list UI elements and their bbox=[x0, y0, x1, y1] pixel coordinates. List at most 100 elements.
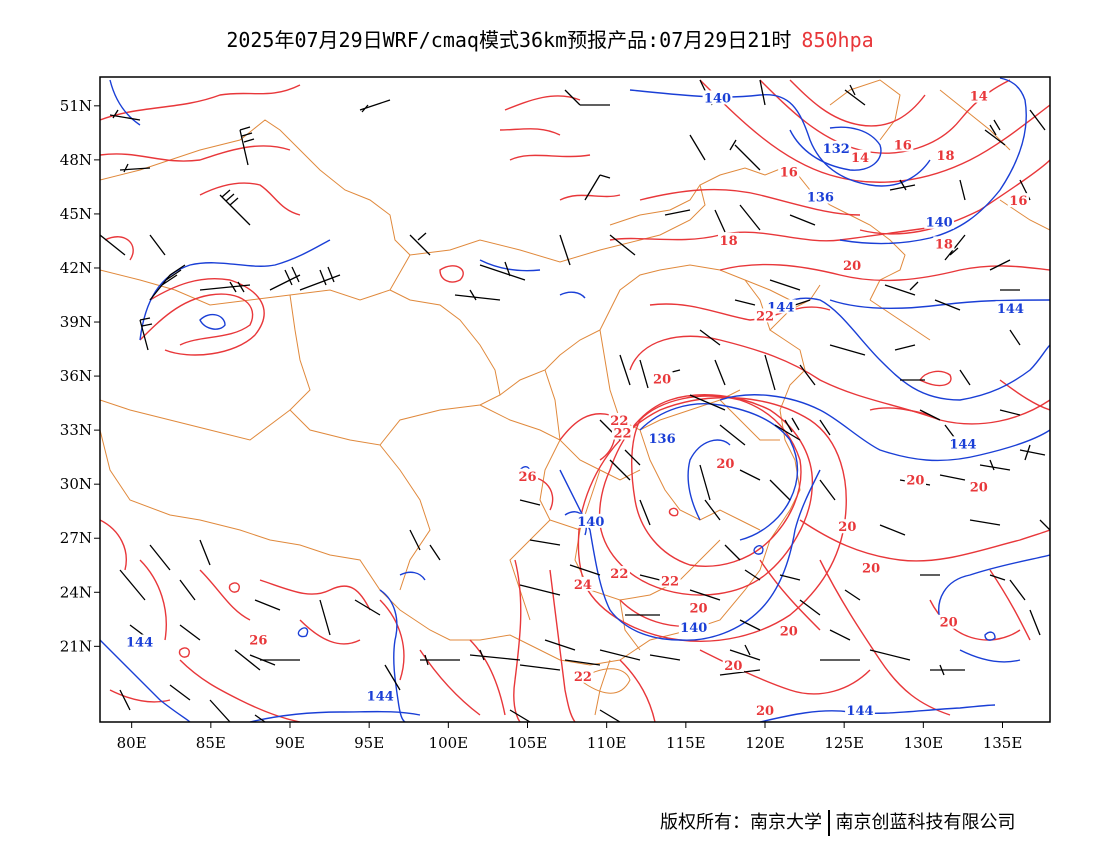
temperature-label-bg bbox=[904, 472, 927, 487]
temperature-label-bg bbox=[1007, 193, 1029, 208]
temperature-label-bg bbox=[968, 88, 990, 103]
geopotential-label-bg bbox=[575, 513, 606, 528]
temperature-contour-label: 22 bbox=[574, 670, 592, 685]
temperature-label-bg bbox=[938, 614, 960, 629]
lon-tick-label: 105E bbox=[508, 734, 548, 752]
temperature-contour-label: 26 bbox=[518, 470, 536, 485]
temperature-label-bg bbox=[934, 148, 957, 163]
geopotential-contours bbox=[100, 77, 1050, 722]
temperature-contour-label: 18 bbox=[936, 149, 954, 164]
temperature-contour-label: 22 bbox=[613, 427, 631, 442]
geopotential-label-bg bbox=[678, 620, 709, 635]
title-text: 2025年07月29日WRF/cmaq模式36km预报产品:07月29日21时 bbox=[226, 28, 792, 52]
geopotential-contour-label: 144 bbox=[997, 302, 1024, 317]
temperature-contour-label: 22 bbox=[610, 414, 628, 429]
temperature-label-bg bbox=[778, 623, 800, 638]
geopotential-label-bg bbox=[702, 90, 733, 105]
temperature-contour-label: 20 bbox=[716, 457, 734, 472]
temperature-contour-label: 16 bbox=[1009, 194, 1027, 209]
temperature-label-bg bbox=[608, 566, 630, 581]
lon-tick-label: 120E bbox=[745, 734, 785, 752]
temperature-contour-label: 14 bbox=[970, 90, 988, 105]
lat-tick-label: 24N bbox=[60, 583, 92, 601]
geopotential-contour-label: 140 bbox=[704, 91, 731, 106]
geopotential-label-bg bbox=[845, 702, 875, 717]
temperature-contour-label: 22 bbox=[756, 309, 774, 324]
latitude-axis: 51N 48N 45N 42N 39N 36N 33N 30N 27N 24N 21N bbox=[60, 97, 100, 655]
geopotential-contour-label: 140 bbox=[577, 515, 604, 530]
lat-tick-label: 21N bbox=[60, 637, 92, 655]
geopotential-label-bg bbox=[365, 688, 396, 703]
temperature-label-bg bbox=[659, 573, 681, 588]
temperature-contour-label: 20 bbox=[862, 562, 880, 577]
temperature-label-bg bbox=[717, 232, 740, 247]
geopotential-contour-label: 136 bbox=[649, 432, 676, 447]
temperature-contour-label: 18 bbox=[720, 234, 738, 249]
temperature-contour-label: 16 bbox=[780, 165, 798, 180]
temperature-contour-label: 20 bbox=[940, 616, 958, 631]
temperature-label-bg bbox=[933, 236, 955, 251]
temperature-label-bg bbox=[516, 468, 539, 483]
temperature-label-bg bbox=[754, 308, 776, 323]
geopotential-contour-label: 144 bbox=[126, 636, 153, 651]
lat-tick-label: 48N bbox=[60, 151, 92, 169]
province-borders bbox=[100, 79, 1050, 716]
temperature-contour-label: 20 bbox=[689, 601, 707, 616]
temperature-contour-label: 20 bbox=[838, 520, 856, 535]
geopotential-contour-label: 140 bbox=[680, 621, 707, 636]
lat-tick-label: 39N bbox=[60, 313, 92, 331]
temperature-label-bg bbox=[754, 702, 776, 717]
map-title: 2025年07月29日WRF/cmaq模式36km预报产品:07月29日21时 8… bbox=[0, 24, 1100, 53]
lon-tick-label: 95E bbox=[354, 734, 384, 752]
lon-tick-label: 130E bbox=[904, 734, 944, 752]
geopotential-contour-label: 132 bbox=[823, 142, 850, 157]
lon-tick-label: 80E bbox=[117, 734, 147, 752]
geopotential-contour-label: 144 bbox=[367, 690, 394, 705]
temperature-label-bg bbox=[611, 425, 634, 440]
geopotential-label-bg bbox=[647, 430, 677, 445]
temperature-label-bg bbox=[651, 371, 673, 386]
temperature-label-bg bbox=[687, 600, 710, 615]
lat-tick-label: 36N bbox=[60, 367, 92, 385]
temperature-label-bg bbox=[572, 668, 594, 683]
temperature-label-bg bbox=[722, 657, 744, 672]
temperature-label-bg bbox=[836, 519, 858, 534]
temperature-label-bg bbox=[860, 560, 882, 575]
lat-tick-label: 27N bbox=[60, 529, 92, 547]
temperature-label-bg bbox=[892, 137, 914, 152]
lat-tick-label: 51N bbox=[60, 97, 92, 115]
temperature-label-bg bbox=[714, 456, 737, 471]
temperature-contour-label: 20 bbox=[843, 259, 861, 274]
geopotential-label-bg bbox=[995, 301, 1026, 316]
temperature-contour-label: 20 bbox=[653, 372, 671, 387]
lat-tick-label: 30N bbox=[60, 475, 92, 493]
geopotential-contour-label: 136 bbox=[807, 191, 834, 206]
lat-tick-label: 33N bbox=[60, 421, 92, 439]
temperature-contour-label: 20 bbox=[780, 625, 798, 640]
temperature-contour-label: 18 bbox=[935, 237, 953, 252]
geopotential-label-bg bbox=[124, 634, 155, 649]
temperature-contour-label: 20 bbox=[756, 704, 774, 719]
lon-tick-label: 135E bbox=[983, 734, 1023, 752]
geopotential-label-bg bbox=[805, 189, 836, 204]
lon-tick-label: 115E bbox=[666, 734, 706, 752]
temperature-contour-label: 22 bbox=[610, 567, 628, 582]
temperature-label-bg bbox=[608, 412, 630, 427]
temperature-contour-label: 14 bbox=[851, 151, 869, 166]
temperature-label-bg bbox=[968, 479, 990, 494]
temperature-contour-label: 22 bbox=[661, 574, 679, 589]
plot-frame bbox=[99, 76, 1051, 723]
company-text: 南京创蓝科技有限公司 bbox=[835, 812, 1016, 833]
temperature-contour-label: 16 bbox=[894, 138, 912, 153]
geopotential-label-bg bbox=[821, 140, 852, 155]
temperature-label-bg bbox=[849, 149, 871, 164]
pressure-level: 850hpa bbox=[801, 28, 874, 52]
longitude-axis: 80E 85E 90E 95E 100E 105E 110E 115E 120E 125E 130E… bbox=[117, 722, 1023, 752]
wind-barbs bbox=[100, 79, 1050, 722]
lat-tick-label: 45N bbox=[60, 205, 92, 223]
lon-tick-label: 100E bbox=[429, 734, 469, 752]
lon-tick-label: 125E bbox=[824, 734, 864, 752]
